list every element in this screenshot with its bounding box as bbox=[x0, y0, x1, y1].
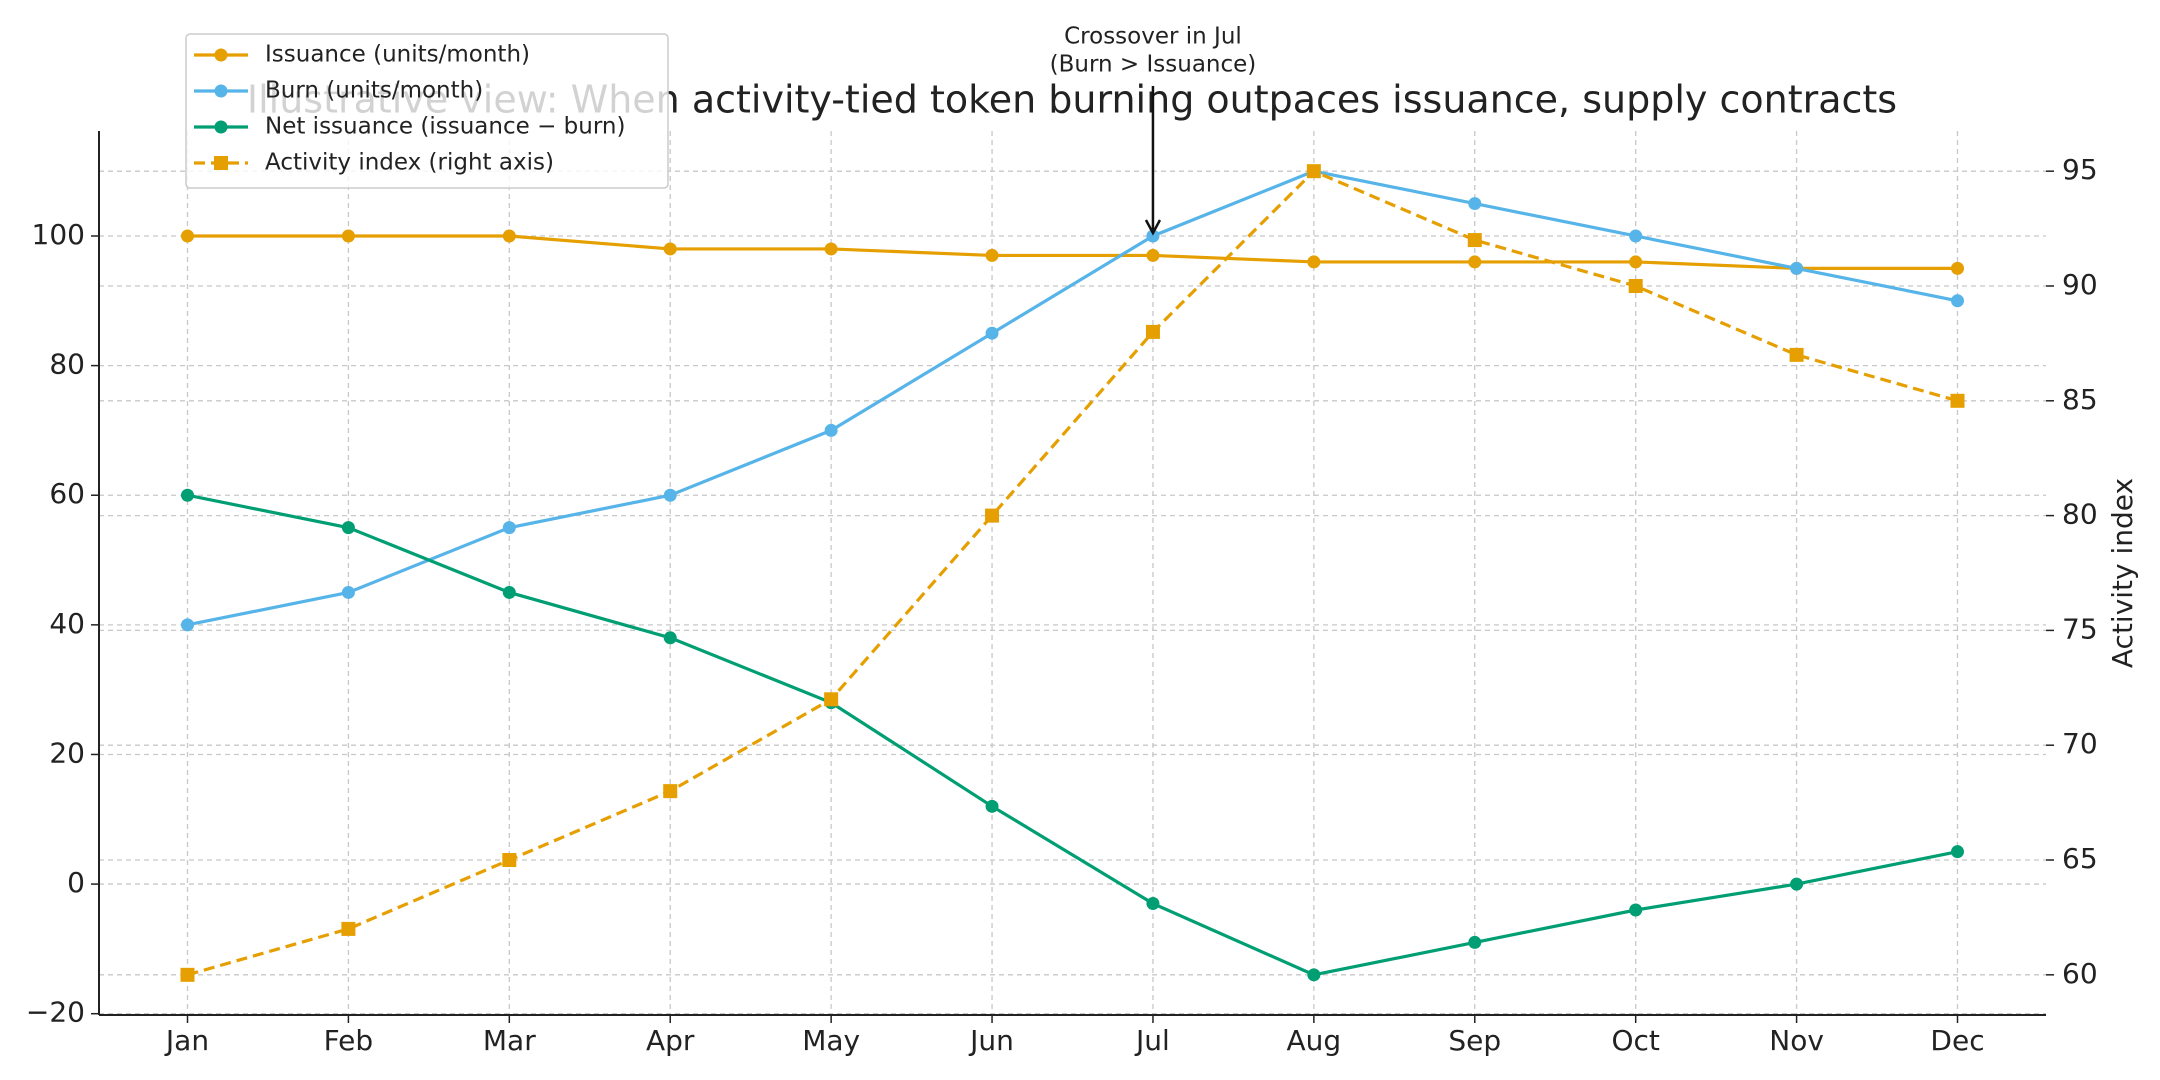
series-line bbox=[187, 169, 1958, 627]
legend-marker bbox=[214, 48, 228, 62]
x-tick-label: Jul bbox=[1134, 1024, 1170, 1057]
marker bbox=[985, 326, 999, 340]
y2-tick-label: 60 bbox=[2062, 957, 2098, 990]
marker bbox=[1468, 935, 1482, 949]
y-tick-label: 80 bbox=[49, 348, 85, 381]
y-tick-label: −20 bbox=[26, 996, 85, 1029]
y-tick-label: 60 bbox=[49, 477, 85, 510]
y2-tick-label: 70 bbox=[2062, 727, 2098, 760]
marker bbox=[502, 229, 516, 243]
y2-tick-label: 85 bbox=[2062, 383, 2098, 416]
marker bbox=[181, 488, 194, 502]
legend-label: Issuance (units/month) bbox=[265, 42, 530, 68]
marker bbox=[1146, 229, 1160, 243]
marker bbox=[1950, 393, 1965, 408]
annotation-arrowhead bbox=[1144, 219, 1162, 236]
series-line bbox=[187, 493, 1958, 977]
marker bbox=[985, 799, 999, 813]
x-tick-label: Jan bbox=[164, 1024, 209, 1057]
legend-marker bbox=[214, 120, 228, 134]
y-tick-label: 20 bbox=[49, 736, 85, 769]
marker bbox=[985, 508, 1000, 523]
y2-tick-label: 65 bbox=[2062, 842, 2098, 875]
marker bbox=[341, 229, 355, 243]
x-tick-label: Oct bbox=[1611, 1024, 1659, 1057]
marker bbox=[663, 488, 677, 502]
marker bbox=[1790, 877, 1804, 891]
marker bbox=[1951, 294, 1964, 308]
marker bbox=[663, 784, 678, 799]
marker bbox=[1146, 897, 1160, 911]
marker bbox=[1306, 164, 1321, 179]
marker bbox=[341, 521, 355, 535]
marker bbox=[1951, 261, 1964, 275]
legend-label: Activity index (right axis) bbox=[265, 150, 554, 176]
x-tick-label: Mar bbox=[483, 1024, 536, 1057]
marker bbox=[1468, 255, 1482, 269]
x-tick-label: Dec bbox=[1930, 1024, 1984, 1057]
marker bbox=[1789, 347, 1804, 362]
x-tick-label: Feb bbox=[324, 1024, 374, 1057]
x-tick-label: Sep bbox=[1448, 1024, 1501, 1057]
x-tick-label: Aug bbox=[1287, 1024, 1342, 1057]
marker bbox=[824, 692, 839, 707]
marker bbox=[341, 921, 356, 936]
marker bbox=[1146, 248, 1160, 262]
y2-tick-label: 95 bbox=[2062, 153, 2098, 186]
marker bbox=[1307, 255, 1321, 269]
series-line bbox=[187, 234, 1958, 270]
marker bbox=[502, 853, 517, 868]
marker bbox=[180, 967, 195, 982]
y2-tick-label: 80 bbox=[2062, 498, 2098, 531]
marker bbox=[824, 242, 838, 256]
marker bbox=[1145, 324, 1160, 339]
y2-axis-label: Activity index bbox=[2106, 478, 2139, 668]
annotation-text: Crossover in Jul bbox=[1064, 24, 1242, 50]
x-tick-label: Apr bbox=[646, 1024, 695, 1057]
marker bbox=[502, 585, 516, 599]
marker bbox=[1790, 261, 1804, 275]
annotation-text: (Burn > Issuance) bbox=[1050, 52, 1257, 78]
x-tick-label: Nov bbox=[1769, 1024, 1824, 1057]
legend-label: Burn (units/month) bbox=[265, 78, 483, 104]
marker bbox=[341, 585, 355, 599]
series-line bbox=[187, 169, 1958, 977]
marker bbox=[1629, 255, 1643, 269]
legend-marker bbox=[214, 156, 228, 170]
marker bbox=[502, 521, 516, 535]
marker bbox=[824, 423, 838, 437]
marker bbox=[985, 248, 999, 262]
marker bbox=[1629, 229, 1643, 243]
y2-tick-label: 75 bbox=[2062, 612, 2098, 645]
marker bbox=[1467, 233, 1482, 248]
marker bbox=[181, 618, 194, 632]
marker bbox=[1468, 197, 1482, 211]
marker bbox=[1628, 278, 1643, 293]
marker bbox=[663, 631, 677, 645]
marker bbox=[663, 242, 677, 256]
y-tick-label: 40 bbox=[49, 607, 85, 640]
x-tick-label: Jun bbox=[968, 1024, 1014, 1057]
y-tick-label: 0 bbox=[67, 866, 85, 899]
x-tick-label: May bbox=[802, 1024, 860, 1057]
marker bbox=[1629, 903, 1643, 917]
marker bbox=[181, 229, 194, 243]
legend-label: Net issuance (issuance − burn) bbox=[265, 114, 625, 140]
marker bbox=[1307, 968, 1321, 982]
marker bbox=[1951, 845, 1964, 859]
legend-box bbox=[185, 33, 669, 189]
legend-marker bbox=[214, 84, 228, 98]
y2-tick-label: 90 bbox=[2062, 268, 2098, 301]
y-tick-label: 100 bbox=[32, 218, 85, 251]
